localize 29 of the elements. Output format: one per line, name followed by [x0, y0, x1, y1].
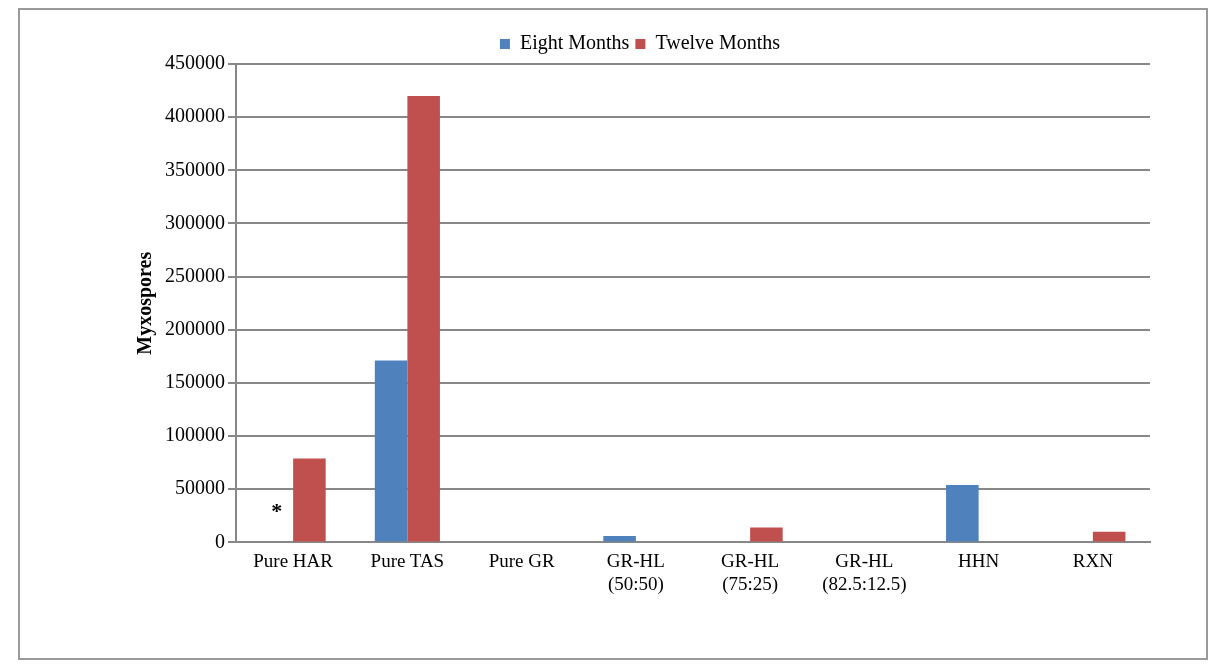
y-tick-label: 50000 [175, 476, 225, 499]
y-tick-label: 250000 [165, 263, 225, 286]
y-tick-label: 0 [215, 529, 225, 552]
bar [407, 95, 440, 542]
annotation: * [271, 498, 283, 524]
bar [750, 527, 783, 542]
x-tick-label: GR-HL (50:50) [606, 549, 665, 595]
legend-label: Eight Months [519, 31, 630, 55]
y-tick-label: 200000 [165, 317, 225, 340]
x-tick-label: Pure TAS [370, 549, 445, 571]
y-tick-label: 350000 [165, 157, 225, 180]
legend-label: Twelve Months [655, 31, 781, 54]
x-tick-label: HHN [958, 549, 1000, 571]
y-tick-label: 300000 [165, 210, 225, 233]
x-tick-label: Pure HAR [253, 549, 334, 571]
y-tick-label: 450000 [165, 51, 225, 74]
bar [1092, 531, 1126, 542]
x-tick-label: GR-HL (75:25) [721, 549, 780, 595]
y-tick-label: 100000 [165, 423, 225, 446]
x-tick-label: RXN [1072, 549, 1114, 571]
bar [603, 536, 636, 542]
bar [293, 458, 326, 542]
x-tick-label: Pure GR [488, 549, 555, 571]
x-tick-label: GR-HL (82.5:12.5) [822, 549, 907, 595]
y-axis-title: Myxospores [133, 251, 157, 355]
bar [946, 484, 979, 542]
bar [374, 360, 408, 542]
y-tick-label: 150000 [165, 370, 225, 393]
y-tick-label: 400000 [165, 104, 225, 127]
